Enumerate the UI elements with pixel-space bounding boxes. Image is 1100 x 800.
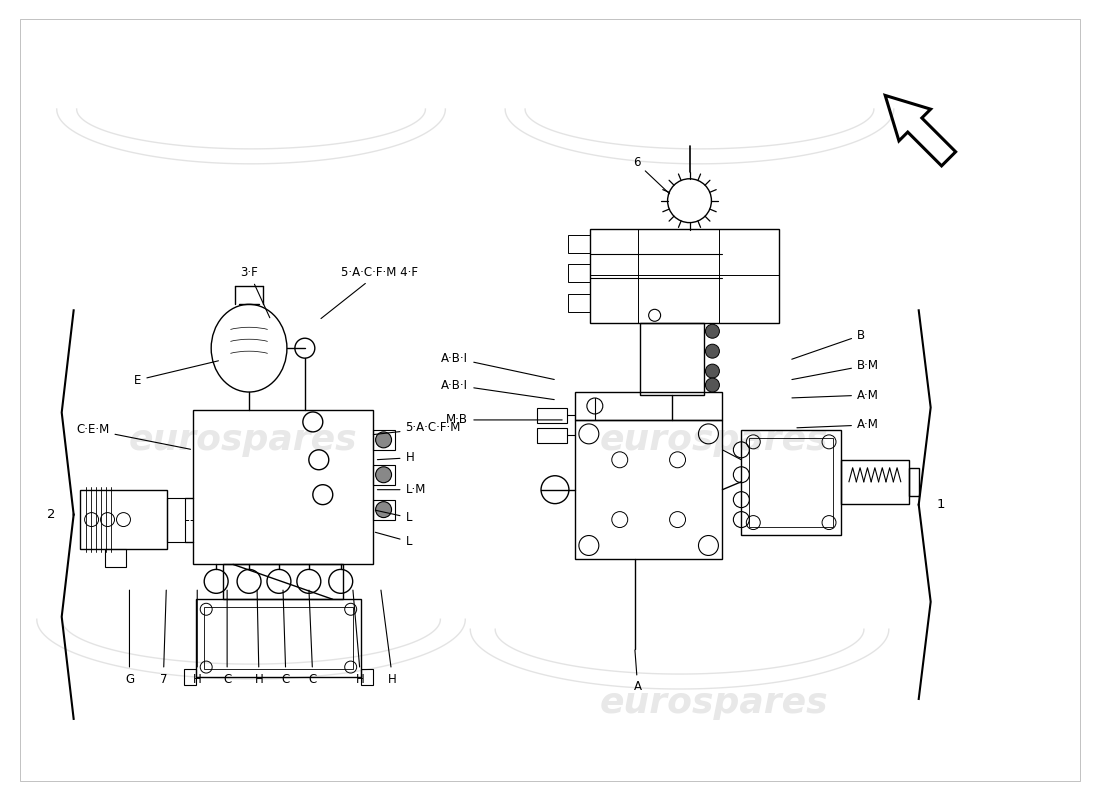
Bar xyxy=(104,550,126,567)
Text: M·B: M·B xyxy=(447,414,562,426)
Text: eurospares: eurospares xyxy=(601,686,828,720)
Text: A·M: A·M xyxy=(792,389,879,402)
Bar xyxy=(196,599,361,677)
Text: L·M: L·M xyxy=(377,483,426,496)
Text: B·M: B·M xyxy=(792,358,879,379)
Bar xyxy=(537,408,566,423)
Text: B: B xyxy=(792,329,865,359)
Text: A·B·I: A·B·I xyxy=(441,352,554,379)
Text: eurospares: eurospares xyxy=(129,423,358,457)
Text: H: H xyxy=(353,590,365,686)
Text: A·B·I: A·B·I xyxy=(441,378,554,399)
Text: E: E xyxy=(134,361,219,386)
Bar xyxy=(79,490,167,550)
Bar xyxy=(590,229,779,323)
Text: G: G xyxy=(125,590,134,686)
Circle shape xyxy=(375,466,392,482)
Bar xyxy=(568,265,590,282)
Text: L: L xyxy=(375,510,412,524)
Bar xyxy=(568,294,590,312)
Bar xyxy=(373,500,395,519)
Bar xyxy=(575,392,723,420)
Bar xyxy=(373,465,395,485)
Bar xyxy=(223,565,343,599)
Text: 1: 1 xyxy=(936,498,945,511)
Text: 5·A·C·F·M: 5·A·C·F·M xyxy=(373,422,461,434)
Text: L: L xyxy=(375,532,412,548)
Bar xyxy=(749,438,833,526)
Circle shape xyxy=(375,502,392,518)
Text: 5·A·C·F·M 4·F: 5·A·C·F·M 4·F xyxy=(321,266,418,318)
Bar xyxy=(909,468,918,496)
Text: C: C xyxy=(282,590,290,686)
Bar xyxy=(167,498,185,542)
Circle shape xyxy=(705,378,719,392)
Bar xyxy=(537,428,566,443)
Text: 6: 6 xyxy=(632,156,670,194)
Text: C: C xyxy=(309,590,317,686)
Text: H: H xyxy=(192,590,201,686)
Bar xyxy=(568,234,590,253)
Bar xyxy=(373,430,395,450)
Text: 2: 2 xyxy=(47,508,56,521)
Circle shape xyxy=(705,364,719,378)
Circle shape xyxy=(375,432,392,448)
Bar xyxy=(575,420,723,559)
Bar xyxy=(640,323,704,395)
Text: A: A xyxy=(634,650,641,694)
Text: H: H xyxy=(381,590,397,686)
Text: 3·F: 3·F xyxy=(240,266,270,318)
Text: C: C xyxy=(223,590,231,686)
Bar xyxy=(741,430,842,534)
Text: eurospares: eurospares xyxy=(601,423,828,457)
Bar xyxy=(361,669,373,685)
Text: 7: 7 xyxy=(160,590,167,686)
Circle shape xyxy=(705,324,719,338)
Bar xyxy=(842,460,909,504)
Text: A·M: A·M xyxy=(796,418,879,431)
Text: C·E·M: C·E·M xyxy=(76,423,190,450)
Circle shape xyxy=(705,344,719,358)
Text: H: H xyxy=(377,451,415,464)
Text: H: H xyxy=(254,590,263,686)
Bar xyxy=(194,410,373,565)
Bar xyxy=(205,607,353,669)
Bar xyxy=(185,669,196,685)
